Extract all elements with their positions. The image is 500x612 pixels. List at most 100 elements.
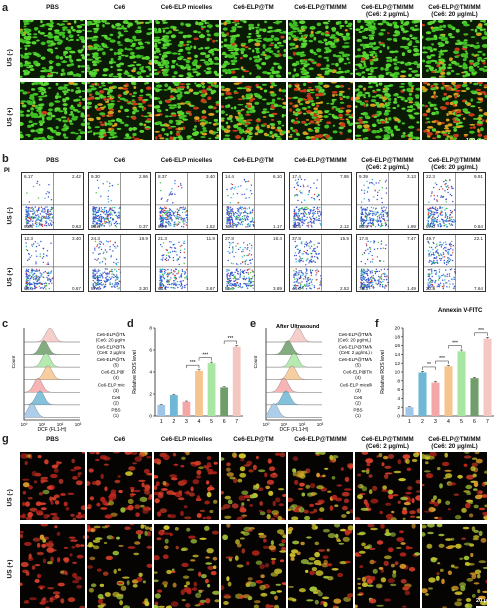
significance-label: *** xyxy=(439,356,445,362)
quadrant-value-ul: 24.3 xyxy=(91,236,100,241)
live-dead-image-r1c6 xyxy=(355,20,420,78)
a-header-7: Ce6-ELP@TM/MM (Ce6: 20 μg/mL) xyxy=(428,4,481,18)
histogram-tick-label: 10¹ xyxy=(39,422,46,427)
row-label-us-plus-a: US (+) xyxy=(6,107,14,127)
live-dead-image-r2c7 xyxy=(422,82,487,140)
quadrant-value-lr: 0.84 xyxy=(474,224,483,229)
flow-y-axis-label: PI xyxy=(4,168,10,174)
y-tick-label: 2 xyxy=(397,405,400,411)
quadrant-value-ll: 52.0 xyxy=(225,286,234,291)
error-bar-4 xyxy=(447,365,450,367)
histogram-label: (1) xyxy=(355,413,361,418)
quadrant-value-ul: 49.7 xyxy=(426,236,435,241)
flow-plot-r2c6: 17.8 7.47 73.3 1.49 xyxy=(356,234,419,292)
scale-label-a: 100 μm xyxy=(466,138,485,144)
b-header-2: Ce6 xyxy=(113,157,126,164)
significance-label: *** xyxy=(202,353,208,359)
row-label-us-minus-a: US (-) xyxy=(6,49,14,67)
confocal-image-r2c3 xyxy=(154,524,219,608)
histogram-label: (3) xyxy=(113,388,119,393)
flow-plot-r1c2: 9.30 2.96 86.4 0.37 xyxy=(88,172,151,230)
b-header-6: Ce6-ELP@TM/MM (Ce6: 2 μg/mL) xyxy=(361,157,414,171)
quadrant-value-ur: 16.9 xyxy=(139,236,148,241)
flow-plot-r2c1: 12.3 3.40 83.6 0.67 xyxy=(21,234,84,292)
histogram-label: Ce6-ELP@TM/MM xyxy=(339,332,372,337)
histogram-e: Ce6-ELP@TM/MM(Ce6: 20 μg/mL) (7)Ce6-ELP@… xyxy=(253,324,372,432)
y-tick-label: 2 xyxy=(149,392,152,398)
histogram-label: (1) xyxy=(113,413,119,418)
flow-plot-r1c3: 8.37 3.40 86.7 1.52 xyxy=(155,172,218,230)
live-dead-image-r1c5 xyxy=(288,20,353,78)
histogram-curve-5 xyxy=(23,353,81,368)
panel-label-c: c xyxy=(2,318,9,330)
quadrant-value-ll: 78.3 xyxy=(225,224,234,229)
bar-6 xyxy=(220,387,229,416)
significance-bracket xyxy=(198,357,212,361)
live-dead-image-r1c2 xyxy=(87,20,152,78)
quadrant-value-ul: 6.17 xyxy=(24,174,33,179)
panel-label-b: b xyxy=(2,153,9,165)
b-header-3: Ce6-ELP micelles xyxy=(160,157,213,164)
quadrant-value-lr: 2.12 xyxy=(340,224,349,229)
histogram-curve-1 xyxy=(23,403,81,418)
histogram-tick-label: 10³ xyxy=(317,422,324,427)
g-header-1: PBS xyxy=(46,436,59,443)
confocal-image-r2c5 xyxy=(288,524,353,608)
quadrant-value-ul: 27.8 xyxy=(225,236,234,241)
quadrant-value-ul: 9.39 xyxy=(359,174,368,179)
histogram-label: Ce6-ELP@TM xyxy=(101,370,125,375)
flow-plot-r1c1: 6.17 2.42 90.8 0.63 xyxy=(21,172,84,230)
histogram-label: Ce6-ELP@TM/MM xyxy=(339,357,372,362)
panel-label-g: g xyxy=(2,433,9,445)
error-bar-6 xyxy=(222,386,226,388)
a-header-2: Ce6 xyxy=(113,4,126,11)
quadrant-value-ur: 9.91 xyxy=(474,174,483,179)
bar-6 xyxy=(470,378,479,416)
y-tick-label: 0 xyxy=(149,414,152,420)
bar-3 xyxy=(182,401,191,416)
quadrant-value-lr: 3.30 xyxy=(139,286,148,291)
histogram-label: PBS xyxy=(111,407,120,412)
histogram-curve-7 xyxy=(266,327,322,343)
histogram-label: PBS xyxy=(353,407,362,412)
error-bar-4 xyxy=(197,369,201,371)
error-bar-1 xyxy=(159,404,163,405)
error-bar-2 xyxy=(172,393,176,396)
histogram-label: (5) xyxy=(113,363,119,368)
flow-x-axis-label: Annexin V-FITC xyxy=(438,308,483,314)
confocal-image-r1c5 xyxy=(288,452,353,520)
y-tick-label: 8 xyxy=(149,326,152,332)
histogram-curve-3 xyxy=(23,378,81,393)
scale-bar-a xyxy=(470,145,492,147)
row-label-us-plus-g: US (+) xyxy=(6,559,14,579)
significance-label: ** xyxy=(427,362,431,368)
quadrant-value-lr: 0.67 xyxy=(72,286,81,291)
quadrant-value-ul: 9.30 xyxy=(91,174,100,179)
histogram-label: Ce6 xyxy=(112,395,121,400)
quadrant-value-ul: 37.8 xyxy=(292,236,301,241)
bar-1 xyxy=(157,405,166,416)
quadrant-value-ll: 86.4 xyxy=(91,224,100,229)
quadrant-value-ll: 83.6 xyxy=(24,286,33,291)
confocal-image-r2c7 xyxy=(422,524,487,608)
confocal-image-r1c2 xyxy=(87,452,152,520)
row-label-us-plus-b: US (+) xyxy=(6,267,14,287)
quadrant-value-ul: 21.3 xyxy=(158,236,167,241)
histogram-label: (2) xyxy=(355,400,361,405)
live-dead-image-r1c1 xyxy=(20,20,85,78)
b-header-4: Ce6-ELP@TM xyxy=(233,157,274,164)
y-tick-label: 16 xyxy=(395,343,401,349)
histogram-curve-4 xyxy=(265,365,323,380)
histogram-label: Ce6-ELP micelles xyxy=(340,382,372,387)
quadrant-value-ur: 11.9 xyxy=(206,236,215,241)
error-bar-6 xyxy=(473,377,476,379)
b-header-1: PBS xyxy=(46,157,59,164)
quadrant-value-ur: 3.13 xyxy=(407,174,416,179)
y-tick-label: 4 xyxy=(149,370,152,376)
histogram-label: Ce6-ELP@TM xyxy=(343,370,372,375)
significance-label: *** xyxy=(478,328,484,334)
x-tick-label: 7 xyxy=(235,419,238,425)
quadrant-value-ul: 17.4 xyxy=(292,174,301,179)
y-tick-label: 4 xyxy=(397,396,400,402)
quadrant-value-ll: 73.3 xyxy=(359,286,368,291)
